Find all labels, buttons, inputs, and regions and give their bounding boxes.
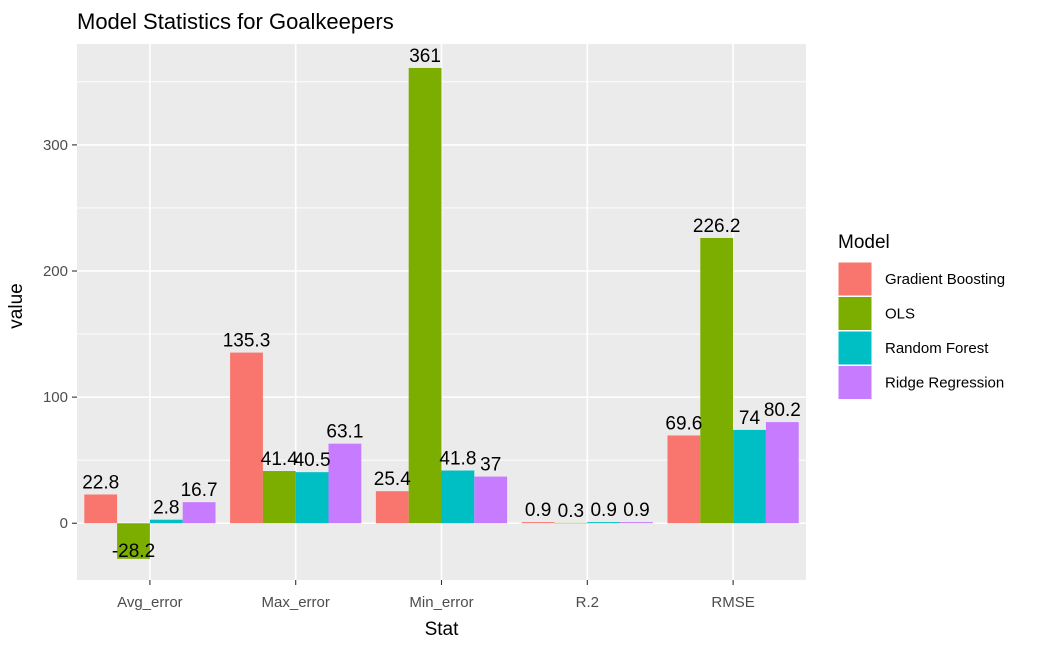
y-tick-label: 200 <box>43 263 68 280</box>
data-label: 2.8 <box>153 498 179 519</box>
legend-key <box>837 365 873 400</box>
bar <box>328 443 362 524</box>
data-label: 226.2 <box>693 216 741 237</box>
bar <box>149 519 183 524</box>
data-label: 80.2 <box>764 400 801 421</box>
data-label: 0.9 <box>525 500 551 521</box>
data-label: 25.4 <box>374 469 411 490</box>
x-tick-label: Avg_error <box>117 594 183 611</box>
legend-key <box>837 261 873 297</box>
legend-key <box>837 296 873 331</box>
data-labels: 22.8 135.3 25.4 0.9 69.6 -28.2 41.4 361 0.3 226.2… <box>82 46 801 562</box>
legend-key <box>837 330 873 366</box>
bar <box>587 522 621 524</box>
bar <box>474 476 508 524</box>
data-label: 69.6 <box>665 413 702 434</box>
y-axis-title: value <box>6 283 27 328</box>
bars <box>84 67 799 559</box>
data-label: -28.2 <box>112 541 155 562</box>
legend-label: Ridge Regression <box>885 375 1004 392</box>
data-label: 16.7 <box>181 480 218 501</box>
data-label: 74 <box>739 408 761 429</box>
bar <box>375 491 409 524</box>
data-label: 63.1 <box>326 422 363 443</box>
x-axis-title: Stat <box>425 619 460 640</box>
data-label: 41.4 <box>261 449 298 470</box>
bar <box>295 472 329 524</box>
data-label: 40.5 <box>294 450 331 471</box>
bar <box>230 352 263 524</box>
data-label: 0.9 <box>623 500 649 521</box>
bar <box>84 494 118 524</box>
bar <box>182 502 216 524</box>
bar <box>733 429 766 524</box>
x-tick-label: Min_error <box>409 594 473 611</box>
data-label: 37 <box>480 455 501 476</box>
x-tick-label: R.2 <box>576 594 599 611</box>
bar <box>620 522 653 524</box>
bar <box>117 523 150 559</box>
bar <box>521 522 555 524</box>
bar <box>667 435 701 524</box>
bar <box>765 422 799 524</box>
legend: Model Gradient Boosting OLS Random Forest R… <box>837 232 1005 400</box>
bar <box>408 67 442 524</box>
legend-label: Random Forest <box>885 340 989 357</box>
y-tick-label: 300 <box>43 137 68 154</box>
data-label: 0.9 <box>590 500 616 521</box>
bar <box>262 471 296 524</box>
data-label: 22.8 <box>82 472 119 493</box>
legend-label: OLS <box>885 306 915 323</box>
chart-title: Model Statistics for Goalkeepers <box>77 9 394 34</box>
bar <box>441 470 475 524</box>
x-tick-label: RMSE <box>711 594 754 611</box>
y-axis: 0 100 200 300 <box>43 137 77 532</box>
y-tick-label: 100 <box>43 389 68 406</box>
bar <box>700 237 734 524</box>
data-label: 361 <box>409 46 441 67</box>
y-tick-label: 0 <box>60 515 68 532</box>
x-axis: Avg_error Max_error Min_error R.2 RMSE <box>117 580 755 611</box>
bar <box>554 522 588 524</box>
data-label: 0.3 <box>558 501 584 522</box>
legend-title: Model <box>838 232 890 253</box>
data-label: 135.3 <box>223 331 271 352</box>
data-label: 41.8 <box>439 449 476 470</box>
x-tick-label: Max_error <box>262 594 330 611</box>
legend-label: Gradient Boosting <box>885 271 1005 288</box>
